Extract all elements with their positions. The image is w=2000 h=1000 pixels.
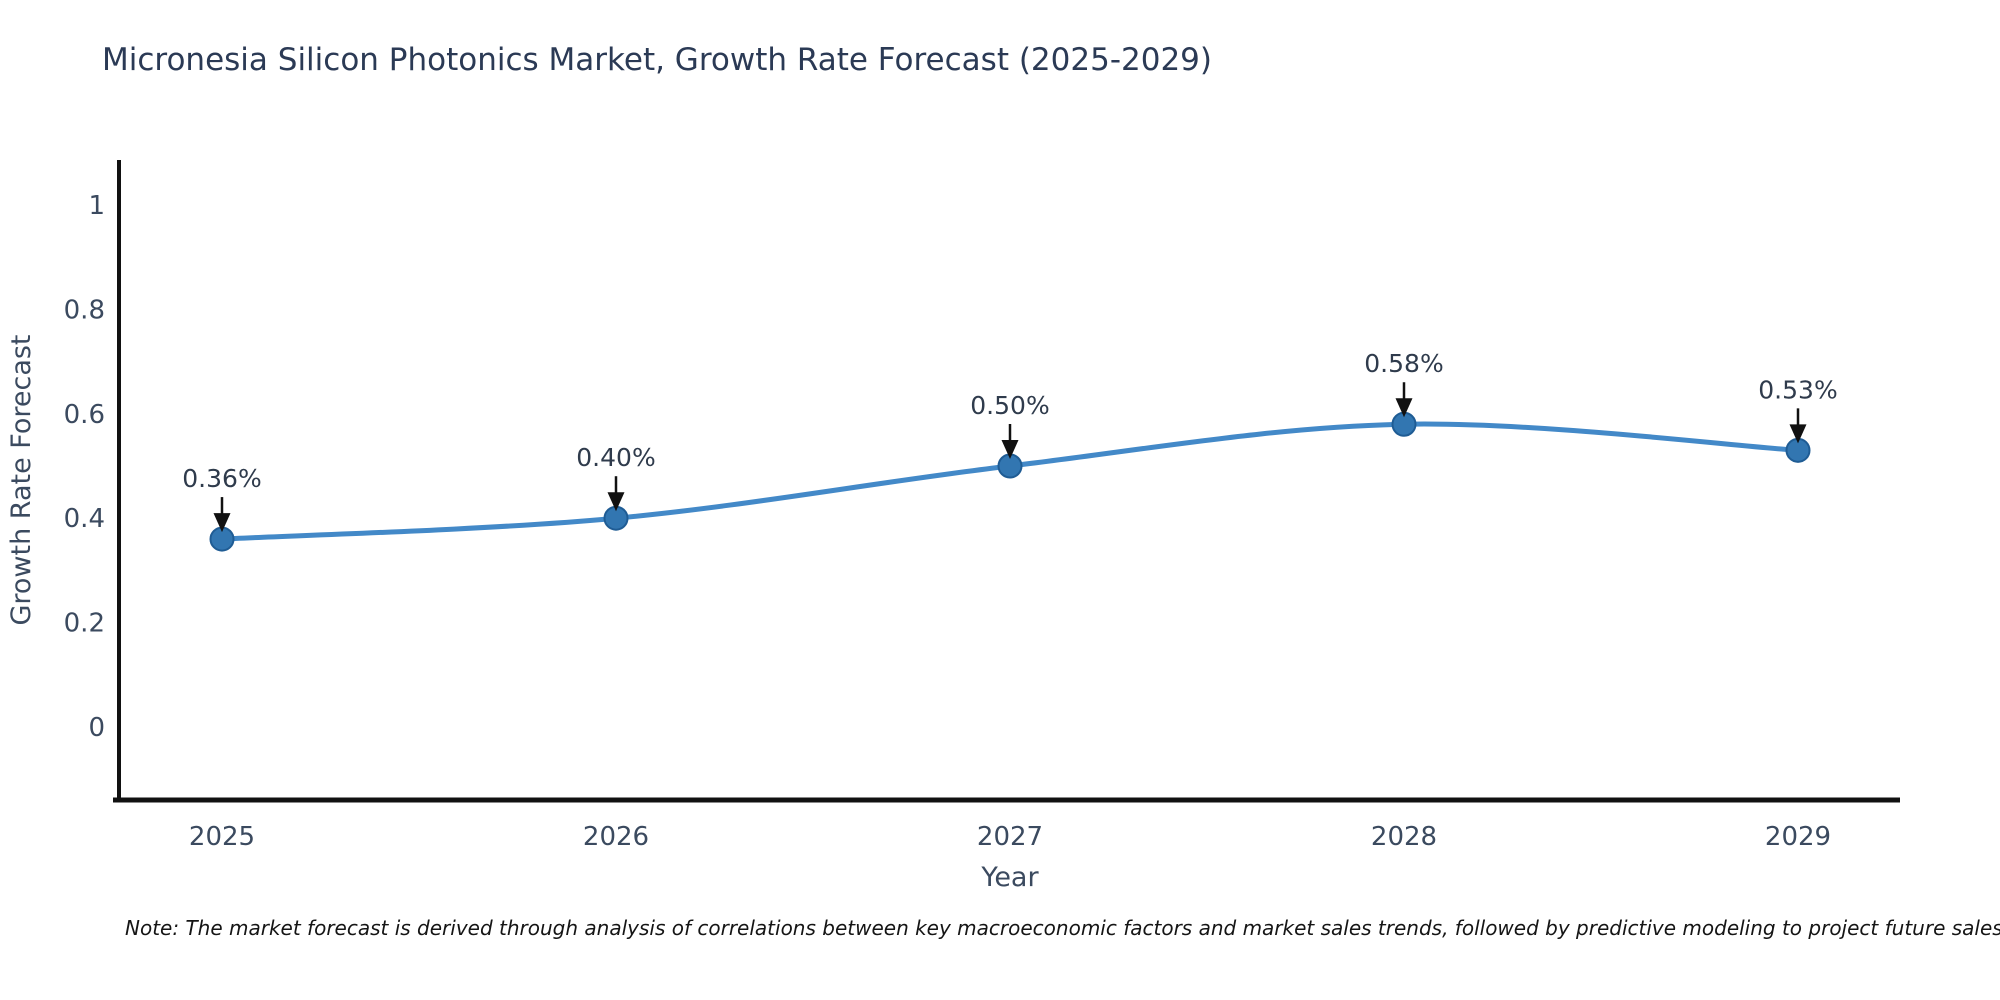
y-tick-label: 0.2 — [64, 609, 105, 639]
annotation-arrowhead-icon — [213, 513, 231, 533]
data-point-annotations: 0.36% 0.40% 0.50% 0.58% 0.53% — [182, 349, 1838, 533]
annotation-arrowhead-icon — [1395, 398, 1413, 418]
x-tick-label: 2028 — [1371, 822, 1437, 852]
x-tick-label: 2025 — [189, 822, 255, 852]
annotation-arrowhead-icon — [1001, 440, 1019, 459]
x-axis-tick-labels: 2025 2026 2027 2028 2029 — [189, 822, 1831, 852]
x-tick-label: 2027 — [977, 822, 1043, 852]
x-tick-label: 2029 — [1765, 822, 1831, 852]
chart-title: Micronesia Silicon Photonics Market, Gro… — [102, 42, 1212, 78]
x-axis-title: Year — [980, 862, 1039, 893]
y-axis-title: Growth Rate Forecast — [6, 334, 37, 625]
data-point-label: 0.36% — [182, 464, 261, 493]
annotation-arrowhead-icon — [1789, 424, 1807, 444]
data-point-label: 0.58% — [1364, 349, 1443, 378]
y-tick-label: 0.4 — [64, 504, 105, 534]
y-tick-label: 0.8 — [64, 295, 105, 325]
data-point-label: 0.40% — [576, 443, 655, 472]
y-tick-label: 0 — [88, 713, 105, 743]
data-point-label: 0.50% — [970, 391, 1049, 420]
y-tick-label: 0.6 — [64, 400, 105, 430]
x-tick-label: 2026 — [583, 822, 649, 852]
chart-footnote: Note: The market forecast is derived thr… — [125, 916, 2000, 940]
y-axis-tick-labels: 0 0.2 0.4 0.6 0.8 1 — [64, 191, 105, 743]
annotation-arrowhead-icon — [607, 492, 625, 512]
data-point-label: 0.53% — [1758, 375, 1837, 404]
y-tick-label: 1 — [88, 191, 105, 221]
